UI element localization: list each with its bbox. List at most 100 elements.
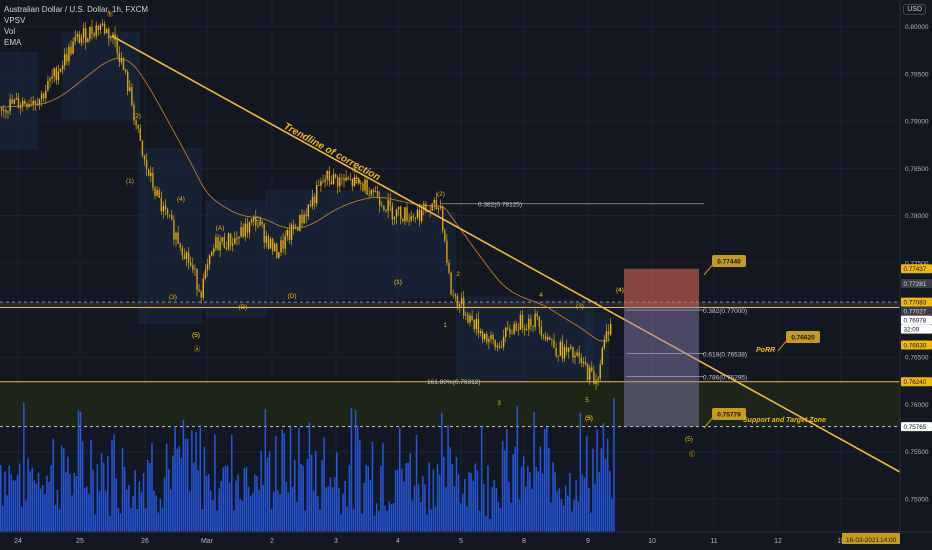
time-tick-6: 4	[396, 538, 400, 545]
candle-body	[513, 323, 515, 334]
volume-bar	[455, 457, 458, 532]
candle-body	[305, 214, 307, 217]
fib-label-4: 161.80%(0.76312)	[427, 379, 481, 386]
volume-bar	[210, 490, 212, 532]
volume-bar	[380, 466, 382, 532]
candle-body	[192, 265, 194, 270]
volume-bar	[611, 498, 613, 532]
candle-body	[290, 224, 293, 240]
time-tick-4: 2	[270, 538, 274, 545]
volume-bar	[180, 457, 183, 532]
volume-bar	[527, 466, 529, 532]
wave-label: (A)	[216, 225, 225, 232]
candle-body	[112, 34, 114, 37]
candle-body	[122, 58, 125, 70]
volume-bar	[604, 459, 607, 532]
volume-bar	[277, 490, 279, 532]
candle-body	[152, 172, 154, 188]
wave-label: Ⓐ	[194, 345, 201, 353]
volume-bar	[214, 434, 216, 532]
volume-bar	[134, 470, 136, 532]
volume-bar	[88, 493, 90, 532]
candle-body	[223, 237, 225, 248]
candle-body	[465, 314, 467, 316]
volume-profile-block-7	[522, 300, 594, 380]
wave-label: (3)	[576, 303, 584, 310]
volume-bar	[319, 509, 321, 532]
volume-bar	[312, 490, 315, 532]
time-tick-2: 26	[141, 538, 149, 545]
candle-body	[490, 335, 492, 339]
candle-body	[24, 100, 26, 104]
candle-body	[129, 87, 131, 92]
candle-body	[246, 223, 249, 233]
candle-body	[318, 185, 320, 186]
candle-body	[591, 367, 593, 372]
volume-bar	[191, 430, 193, 532]
volume-bar	[413, 485, 416, 532]
candle-body	[271, 238, 274, 251]
candle-body	[108, 29, 110, 39]
volume-profile-block-3	[205, 200, 267, 318]
price-badge-text-7: 0.76240	[904, 379, 927, 386]
volume-bar	[409, 453, 411, 532]
candle-body	[362, 183, 364, 191]
wave-label: (4)	[616, 287, 624, 294]
annotation-support-target: Support and Target Zone	[743, 417, 826, 424]
candle-body	[345, 177, 347, 181]
volume-bar	[447, 425, 449, 532]
candle-body	[215, 237, 217, 249]
candle-body	[284, 236, 286, 249]
volume-bar	[399, 427, 401, 532]
candle-body	[544, 336, 547, 340]
volume-bar	[113, 434, 115, 532]
volume-bar	[590, 512, 592, 532]
candle-body	[309, 204, 312, 206]
candle-body	[261, 221, 263, 225]
volume-bar	[294, 459, 296, 532]
wave-label: (B)	[239, 304, 248, 311]
candle-body	[584, 361, 587, 365]
candle-body	[68, 46, 70, 62]
candle-body	[324, 179, 326, 182]
volume-bar	[539, 446, 542, 532]
candle-body	[208, 255, 211, 265]
volume-bar	[289, 427, 292, 532]
volume-bar	[504, 450, 506, 532]
volume-bar	[533, 411, 535, 532]
candle-body	[82, 28, 85, 38]
price-badge-text-4: 0.76978	[904, 317, 927, 324]
candle-body	[330, 180, 333, 185]
candle-body	[416, 209, 419, 218]
volume-bar	[216, 510, 218, 532]
candle-body	[547, 337, 549, 340]
candle-body	[532, 326, 534, 327]
volume-bar	[178, 446, 180, 532]
candle-body	[360, 182, 362, 184]
volume-bar	[392, 503, 395, 532]
volume-bar	[367, 466, 369, 532]
candle-body	[542, 335, 545, 337]
fib-label-0: 0.382(0.78125)	[478, 202, 522, 209]
wave-label: (5)	[192, 332, 200, 339]
volume-bar	[268, 451, 271, 532]
volume-bar	[550, 502, 552, 532]
volume-bar	[195, 431, 197, 532]
volume-bar	[363, 483, 365, 532]
volume-bar	[119, 513, 122, 532]
volume-bar	[405, 462, 407, 532]
volume-bar	[279, 494, 281, 532]
candle-body	[47, 80, 49, 91]
volume-bar	[609, 470, 611, 532]
candle-body	[586, 364, 589, 380]
price-badge-6	[901, 340, 932, 350]
candle-body	[120, 58, 123, 62]
candle-body	[221, 237, 223, 242]
candle-body	[95, 25, 97, 36]
currency-button[interactable]: USD	[903, 4, 926, 15]
volume-bar	[224, 465, 227, 532]
volume-bar	[31, 467, 33, 532]
candle-body	[1, 106, 3, 111]
volume-bar	[245, 467, 248, 532]
